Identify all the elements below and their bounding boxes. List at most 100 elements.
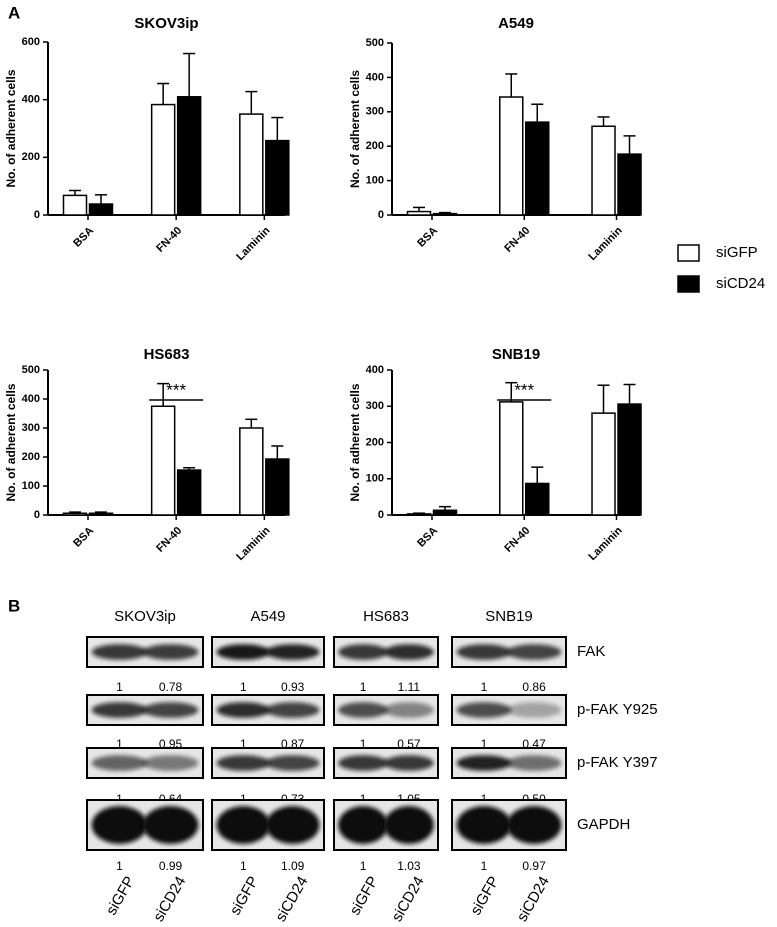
blot-band — [91, 755, 148, 771]
x-tick-label: BSA — [71, 225, 96, 250]
bar — [150, 405, 176, 516]
ratio-label: 1 — [360, 680, 367, 694]
blot-band — [338, 806, 389, 844]
y-tick-label: 100 — [366, 473, 384, 485]
lane-label: siGFP — [103, 873, 139, 918]
blot-band — [338, 702, 389, 718]
blot-band — [216, 806, 271, 844]
bar — [406, 513, 432, 516]
ratio-label: 1 — [360, 737, 367, 751]
y-tick-label: 100 — [366, 175, 384, 187]
bar — [499, 401, 524, 516]
lane-label: siGFP — [467, 873, 503, 918]
ratio-label: 1 — [481, 737, 488, 751]
x-tick-label: FN-40 — [502, 225, 532, 255]
legend-swatch — [677, 244, 700, 262]
bar — [432, 509, 458, 516]
blot-band — [383, 755, 434, 771]
blot-band — [456, 702, 512, 718]
bar — [591, 125, 616, 216]
y-tick-label: 400 — [366, 364, 384, 376]
y-tick-label: 300 — [366, 106, 384, 118]
y-tick-label: 100 — [22, 480, 40, 492]
x-tick-label: FN-40 — [154, 525, 184, 555]
blot-band — [265, 806, 320, 844]
x-tick-label: Laminin — [234, 224, 273, 263]
significance-label: *** — [166, 380, 186, 399]
lane-label: siCD24 — [388, 873, 427, 924]
bar — [406, 210, 432, 216]
bar — [176, 469, 202, 516]
ratio-label: 1 — [481, 859, 488, 873]
y-tick-label: 600 — [22, 36, 40, 48]
blot-band — [506, 644, 562, 660]
bar — [617, 403, 642, 516]
y-tick-label: 0 — [378, 209, 384, 221]
y-tick-label: 0 — [34, 209, 40, 221]
blot-band — [142, 755, 199, 771]
ratio-label: 1 — [116, 737, 123, 751]
bar — [591, 412, 616, 516]
bar — [62, 194, 88, 216]
y-tick-label: 500 — [22, 364, 40, 376]
lane-label: siCD24 — [150, 873, 189, 924]
blot-band — [216, 755, 271, 771]
y-tick-label: 200 — [22, 451, 40, 463]
lane-label: siGFP — [346, 873, 382, 918]
blot-band — [506, 755, 562, 771]
ratio-label: 1 — [360, 859, 367, 873]
bar — [150, 103, 176, 216]
y-tick-label: 400 — [366, 71, 384, 83]
bar — [239, 427, 264, 516]
chart-title: SKOV3ip — [134, 15, 198, 32]
y-tick-label: 400 — [22, 94, 40, 106]
protein-label: FAK — [577, 643, 605, 660]
y-axis-label: No. of adherent cells — [348, 70, 362, 188]
blot-band — [91, 644, 148, 660]
bar — [88, 512, 114, 516]
chart-title: A549 — [498, 15, 534, 32]
x-tick-label: Laminin — [234, 524, 273, 563]
x-tick-label: FN-40 — [154, 225, 184, 255]
chart-title: HS683 — [144, 346, 190, 363]
blot-band — [383, 702, 434, 718]
blot-band — [142, 806, 199, 844]
chart-title: SNB19 — [492, 346, 540, 363]
significance-label: *** — [514, 380, 534, 399]
lane-label: siCD24 — [514, 873, 553, 924]
blot-band — [91, 702, 148, 718]
legend-label: siCD24 — [716, 275, 765, 292]
blot-band — [142, 702, 199, 718]
blot-band — [338, 644, 389, 660]
x-tick-label: BSA — [71, 525, 96, 550]
bar — [265, 458, 290, 516]
ratio-label: 1 — [116, 680, 123, 694]
blot-band — [265, 755, 320, 771]
y-tick-label: 200 — [366, 436, 384, 448]
blot-band — [216, 644, 271, 660]
bar — [88, 203, 114, 216]
ratio-label: 1 — [240, 680, 247, 694]
blot-band — [91, 806, 148, 844]
ratio-label: 0.99 — [159, 859, 183, 873]
bar — [617, 153, 642, 216]
y-tick-label: 300 — [366, 400, 384, 412]
bar — [239, 113, 264, 216]
cell-line-label: HS683 — [363, 608, 409, 625]
cell-line-label: SKOV3ip — [114, 608, 176, 625]
blot-band — [383, 644, 434, 660]
blot-band — [506, 806, 562, 844]
blot-band — [338, 755, 389, 771]
ratio-label: 0.93 — [281, 680, 305, 694]
x-tick-label: Laminin — [586, 524, 625, 563]
ratio-label: 1 — [240, 737, 247, 751]
y-axis-label: No. of adherent cells — [4, 383, 18, 501]
panel-label: B — [8, 596, 20, 615]
protein-label: p-FAK Y925 — [577, 701, 658, 718]
blot-band — [456, 806, 512, 844]
y-tick-label: 400 — [22, 393, 40, 405]
cell-line-label: SNB19 — [485, 608, 533, 625]
ratio-label: 0.86 — [522, 680, 546, 694]
blot-band — [142, 644, 199, 660]
y-tick-label: 200 — [366, 140, 384, 152]
